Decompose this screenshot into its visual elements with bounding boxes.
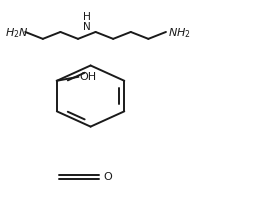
Text: O: O (103, 172, 112, 182)
Text: $NH_2$: $NH_2$ (168, 26, 191, 40)
Text: H: H (83, 12, 91, 22)
Text: OH: OH (80, 72, 97, 82)
Text: N: N (83, 22, 91, 32)
Text: $H_2N$: $H_2N$ (5, 26, 29, 40)
